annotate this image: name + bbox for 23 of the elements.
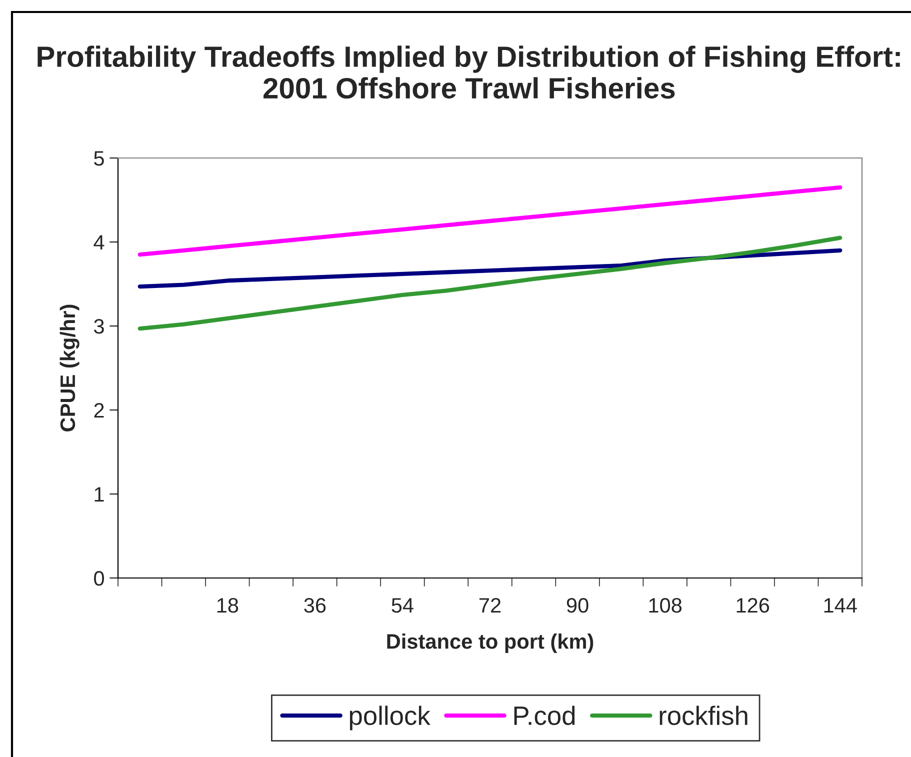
chart-title: Profitability Tradeoffs Implied by Distribution of Fishing Effort: 2001 Offshore Trawl Fisheries [38,46,900,99]
y-tick-label: 5 [94,151,104,166]
x-tick-label: 36 [304,598,326,613]
legend-label: pollock [350,706,430,730]
legend-label: P.cod [514,706,575,726]
y-tick-label: 2 [94,403,104,418]
line-series [138,185,842,257]
x-tick-label: 108 [649,598,682,613]
x-tick-label: 90 [566,598,588,613]
x-tick-label: 144 [824,598,857,613]
y-axis-title: CPUE (kg/hr) [60,304,80,432]
y-tick-label: 1 [94,487,104,502]
line-series [138,248,842,289]
x-tick-label: 18 [217,598,238,613]
legend-label: rockfish [660,706,748,726]
x-tick-label: 126 [736,598,770,613]
x-tick-label: 72 [479,598,501,613]
x-axis-title: Distance to port (km) [387,634,594,653]
y-tick-label: 3 [94,319,104,334]
line-series [138,236,842,331]
y-tick-label: 0 [94,571,104,586]
y-tick-label: 4 [94,235,104,250]
x-tick-label: 54 [392,598,414,613]
